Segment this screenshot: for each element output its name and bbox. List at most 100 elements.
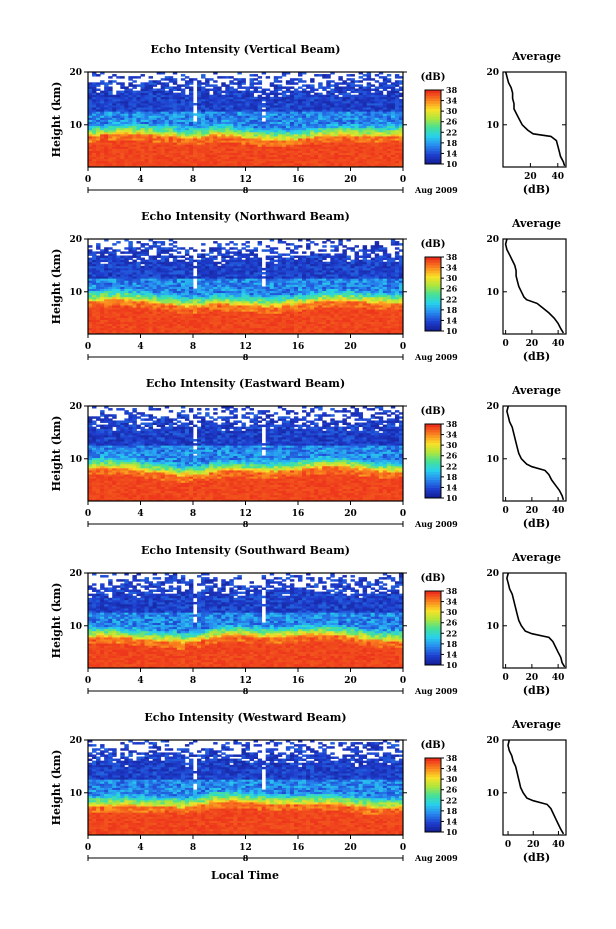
colorbar-tick-label: 34: [446, 764, 458, 774]
colorbar-frame: [424, 256, 442, 332]
average-x-tick-label: 40: [552, 172, 565, 182]
colorbar-tick-label: 10: [446, 660, 458, 670]
x-tick-label: 8: [190, 342, 196, 352]
heatmap-eastward: [88, 406, 404, 502]
x-tick-label: 0: [400, 676, 406, 686]
average-x-tick-label: 0: [502, 506, 508, 516]
average-x-label: (dB): [523, 851, 550, 864]
y-tick-label: 20: [69, 68, 82, 78]
colorbar-frame: [424, 590, 442, 666]
average-x-tick-label: 20: [524, 172, 537, 182]
panel-title: Echo Intensity (Vertical Beam): [150, 43, 340, 56]
colorbar: [425, 257, 441, 332]
panel-title: Echo Intensity (Westward Beam): [144, 711, 346, 724]
colorbar: [425, 90, 441, 165]
x-tick-label: 20: [344, 175, 357, 185]
date-label: Aug 2009: [414, 853, 458, 863]
colorbar-tick-label: 30: [446, 273, 458, 283]
average-y-tick-label: 10: [486, 121, 499, 131]
average-y-tick-label: 10: [486, 622, 499, 632]
average-y-tick-label: 10: [486, 455, 499, 465]
heatmap-westward: [88, 740, 404, 836]
colorbar-tick-label: 10: [446, 827, 458, 837]
x-tick-label: 0: [85, 175, 91, 185]
colorbar-tick-label: 26: [446, 451, 458, 461]
average-x-tick-label: 40: [552, 506, 565, 516]
colorbar-tick-label: 38: [446, 252, 458, 262]
colorbar-unit: (dB): [421, 740, 446, 751]
date-tick-label: 8: [243, 686, 249, 696]
x-tick-label: 12: [239, 342, 252, 352]
colorbar-tick-label: 14: [446, 482, 458, 492]
colorbar-tick-label: 10: [446, 159, 458, 169]
colorbar-tick-label: 26: [446, 284, 458, 294]
average-title: Average: [511, 50, 561, 63]
colorbar-unit: (dB): [421, 239, 446, 250]
x-tick-label: 4: [137, 676, 143, 686]
panel-eastward: Echo Intensity (Eastward Beam) 10 20 Height…: [50, 377, 567, 530]
average-x-label: (dB): [523, 684, 550, 697]
y-tick-label: 10: [69, 455, 82, 465]
colorbar-tick-label: 30: [446, 106, 458, 116]
colorbar-tick-label: 26: [446, 117, 458, 127]
average-y-tick-label: 20: [486, 736, 499, 746]
colorbar-tick-label: 30: [446, 607, 458, 617]
average-title: Average: [511, 551, 561, 564]
x-tick-label: 16: [292, 676, 305, 686]
colorbar-tick-label: 18: [446, 806, 458, 816]
y-tick-label: 20: [69, 235, 82, 245]
average-frame: [502, 572, 567, 669]
colorbar-tick-label: 14: [446, 148, 458, 158]
colorbar-tick-label: 10: [446, 326, 458, 336]
average-y-tick-label: 10: [486, 288, 499, 298]
average-frame: [502, 405, 567, 502]
average-x-tick-label: 40: [552, 339, 565, 349]
average-x-label: (dB): [523, 183, 550, 196]
x-tick-label: 8: [190, 175, 196, 185]
x-tick-label: 0: [85, 509, 91, 519]
panel-title: Echo Intensity (Eastward Beam): [146, 377, 345, 390]
x-tick-label: 12: [239, 175, 252, 185]
y-tick-label: 10: [69, 789, 82, 799]
colorbar-tick-label: 22: [446, 294, 457, 304]
x-tick-label: 16: [292, 509, 305, 519]
average-x-tick-label: 20: [526, 339, 539, 349]
colorbar-unit: (dB): [421, 72, 446, 83]
colorbar-tick-label: 18: [446, 138, 458, 148]
y-tick-label: 20: [69, 736, 82, 746]
panel-title: Echo Intensity (Northward Beam): [141, 210, 350, 223]
colorbar-tick-label: 34: [446, 96, 458, 106]
average-profile-line: [504, 238, 565, 334]
x-tick-label: 20: [344, 676, 357, 686]
average-x-tick-label: 0: [502, 339, 508, 349]
average-profile-line: [506, 405, 565, 501]
y-tick-label: 20: [69, 402, 82, 412]
colorbar-tick-label: 22: [446, 628, 457, 638]
colorbar-tick-label: 34: [446, 597, 458, 607]
average-profile-line: [507, 739, 565, 835]
y-tick-label: 10: [69, 622, 82, 632]
average-frame: [502, 238, 567, 335]
x-axis-label-local-time: Local Time: [211, 869, 279, 882]
x-tick-label: 4: [137, 509, 143, 519]
y-axis-label: Height (km): [50, 82, 63, 158]
colorbar-unit: (dB): [421, 573, 446, 584]
y-axis-label: Height (km): [50, 583, 63, 659]
date-label: Aug 2009: [414, 185, 458, 195]
colorbar: [425, 591, 441, 666]
colorbar-tick-label: 18: [446, 472, 458, 482]
y-tick-label: 10: [69, 288, 82, 298]
panel-northward: Echo Intensity (Northward Beam) 10 20 Heigh…: [50, 210, 567, 363]
colorbar-tick-label: 38: [446, 85, 458, 95]
colorbar-frame: [424, 757, 442, 833]
x-tick-label: 8: [190, 676, 196, 686]
y-tick-label: 10: [69, 121, 82, 131]
average-frame: [502, 739, 567, 836]
date-label: Aug 2009: [414, 686, 458, 696]
x-tick-label: 12: [239, 676, 252, 686]
panel-title: Echo Intensity (Southward Beam): [141, 544, 350, 557]
heatmap-southward: [88, 573, 404, 669]
colorbar-frame: [424, 423, 442, 499]
x-tick-label: 0: [400, 509, 406, 519]
